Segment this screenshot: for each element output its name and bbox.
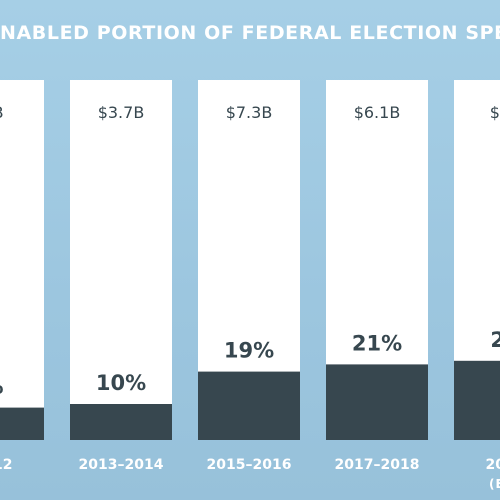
category-label-2: 2015–2016: [207, 457, 292, 473]
total-label-1: $3.7B: [98, 103, 145, 122]
total-label-2: $7.3B: [226, 103, 273, 122]
total-label-3: $6.1B: [354, 103, 401, 122]
portion-bar-4: [454, 360, 500, 440]
total-label-4: $10: [490, 103, 500, 122]
category-sublabel-4: (ESTI: [489, 477, 500, 491]
total-bar-0: [0, 80, 44, 440]
category-label-4: 2019: [486, 457, 500, 473]
value-label-2: 19%: [224, 339, 274, 363]
portion-bar-1: [70, 404, 172, 440]
value-label-1: 10%: [96, 371, 146, 395]
category-label-3: 2017–2018: [335, 457, 420, 473]
value-label-0: %: [0, 375, 4, 399]
value-label-4: 22: [490, 328, 500, 352]
total-label-0: 2B: [0, 103, 4, 122]
chart-title: NABLED PORTION OF FEDERAL ELECTION SPEN: [0, 22, 500, 44]
portion-bar-0: [0, 407, 44, 440]
portion-bar-3: [326, 364, 428, 440]
category-label-1: 2013–2014: [79, 457, 164, 473]
total-bar-1: [70, 80, 172, 440]
category-label-0: 2012: [0, 457, 12, 473]
value-label-3: 21%: [352, 331, 402, 355]
portion-bar-2: [198, 371, 300, 440]
